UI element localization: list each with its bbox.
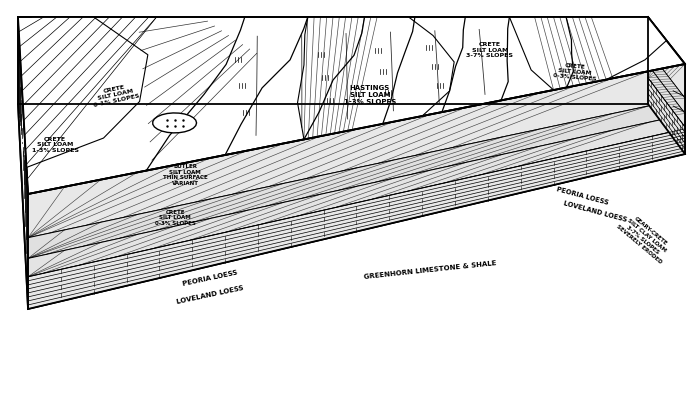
- Polygon shape: [510, 18, 666, 91]
- Text: CRETE
SILT LOAM
0-3% SLOPES: CRETE SILT LOAM 0-3% SLOPES: [155, 209, 195, 226]
- Polygon shape: [648, 66, 685, 128]
- Polygon shape: [298, 18, 454, 140]
- Text: GEARY-CRETE
SILT CLAY LOAM
3-7% SLOPES
SEVERELY ERODED: GEARY-CRETE SILT CLAY LOAM 3-7% SLOPES S…: [616, 210, 674, 265]
- Polygon shape: [648, 51, 685, 114]
- Text: CRETE
SILT LOAM
0-1% SLOPES: CRETE SILT LOAM 0-1% SLOPES: [90, 82, 140, 108]
- Polygon shape: [28, 130, 685, 309]
- Text: CRETE
SILT LOAM
0-3% SLOPES: CRETE SILT LOAM 0-3% SLOPES: [553, 62, 597, 82]
- Polygon shape: [648, 79, 685, 155]
- Polygon shape: [28, 99, 685, 259]
- Text: GREENHORN LIMESTONE & SHALE: GREENHORN LIMESTONE & SHALE: [363, 259, 496, 279]
- Text: PEORIA LOESS: PEORIA LOESS: [555, 186, 609, 205]
- Polygon shape: [28, 115, 685, 277]
- Text: CRETE
SILT LOAM
3-7% SLOPES: CRETE SILT LOAM 3-7% SLOPES: [466, 42, 514, 58]
- Polygon shape: [18, 18, 685, 195]
- Polygon shape: [153, 114, 197, 134]
- Polygon shape: [648, 18, 685, 99]
- Polygon shape: [28, 65, 685, 238]
- Text: LOVELAND LOESS: LOVELAND LOESS: [176, 284, 244, 304]
- Text: PEORIA LOESS: PEORIA LOESS: [182, 269, 238, 286]
- Polygon shape: [18, 18, 148, 195]
- Polygon shape: [18, 18, 28, 309]
- Text: HASTINGS
SILT LOAM
1-3% SLOPES: HASTINGS SILT LOAM 1-3% SLOPES: [344, 85, 396, 105]
- Polygon shape: [28, 65, 685, 309]
- Text: LOVELAND LOESS: LOVELAND LOESS: [563, 200, 627, 223]
- Polygon shape: [648, 18, 685, 155]
- Text: CRETE
SILT LOAM
1-3% SLOPES: CRETE SILT LOAM 1-3% SLOPES: [32, 136, 78, 153]
- Text: BUTLER
SILT LOAM
THIN SURFACE
VARIANT: BUTLER SILT LOAM THIN SURFACE VARIANT: [162, 164, 207, 186]
